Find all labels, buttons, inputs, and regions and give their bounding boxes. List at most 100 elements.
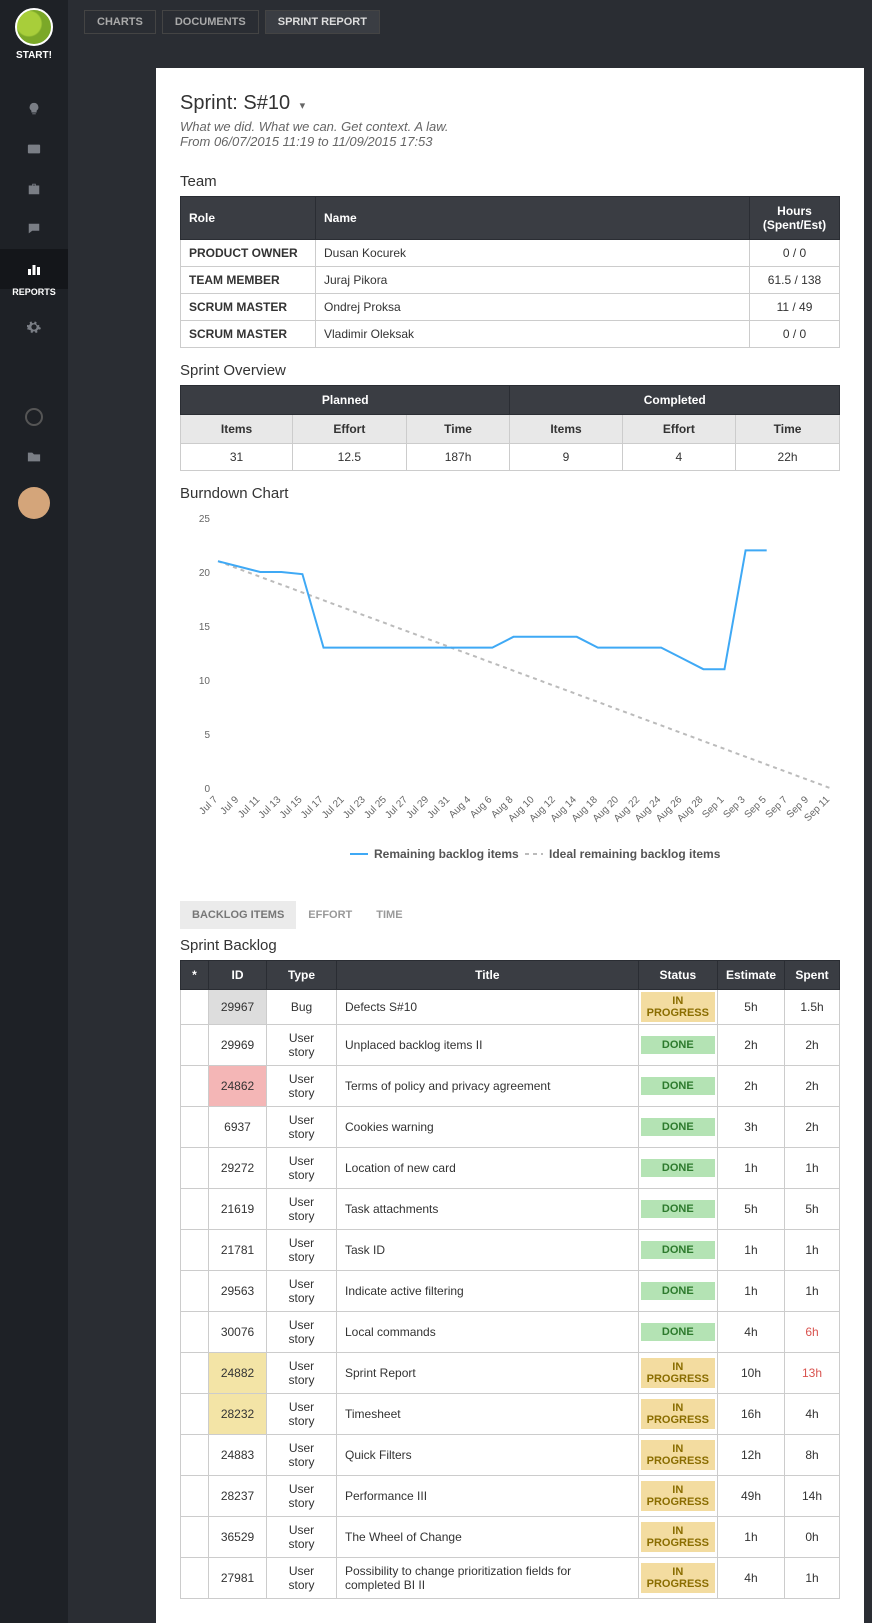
backlog-row[interactable]: 36529 User story The Wheel of Change IN … bbox=[181, 1517, 840, 1558]
val-peffort: 12.5 bbox=[293, 444, 407, 471]
svg-text:Aug 6: Aug 6 bbox=[468, 794, 495, 821]
sprint-subtitle: What we did. What we can. Get context. A… bbox=[180, 119, 840, 134]
backlog-tab[interactable]: EFFORT bbox=[296, 901, 364, 929]
overview-table: Planned Completed Items Effort Time Item… bbox=[180, 385, 840, 471]
svg-text:Jul 29: Jul 29 bbox=[405, 794, 432, 821]
svg-text:20: 20 bbox=[199, 568, 211, 579]
col-status: Status bbox=[638, 961, 717, 990]
col-hours: Hours (Spent/Est) bbox=[750, 197, 840, 240]
col-items-p: Items bbox=[181, 415, 293, 444]
col-spent: Spent bbox=[785, 961, 840, 990]
top-tab[interactable]: DOCUMENTS bbox=[162, 10, 259, 34]
col-time-c: Time bbox=[736, 415, 840, 444]
backlog-row[interactable]: 28237 User story Performance III IN PROG… bbox=[181, 1476, 840, 1517]
report-content: Sprint: S#10 ▾ What we did. What we can.… bbox=[156, 68, 864, 1623]
backlog-row[interactable]: 27981 User story Possibility to change p… bbox=[181, 1558, 840, 1599]
backlog-row[interactable]: 6937 User story Cookies warning DONE 3h … bbox=[181, 1107, 840, 1148]
backlog-row[interactable]: 21619 User story Task attachments DONE 5… bbox=[181, 1189, 840, 1230]
svg-text:Sep 3: Sep 3 bbox=[721, 794, 748, 821]
backlog-tabs: BACKLOG ITEMSEFFORTTIME bbox=[180, 881, 840, 929]
avatar[interactable] bbox=[18, 487, 50, 519]
chart-svg: 0510152025Jul 7Jul 9Jul 11Jul 13Jul 15Ju… bbox=[180, 508, 840, 868]
svg-text:0: 0 bbox=[204, 784, 210, 795]
svg-text:Sep 5: Sep 5 bbox=[743, 794, 770, 821]
svg-text:Sep 7: Sep 7 bbox=[764, 794, 791, 821]
reports-icon[interactable] bbox=[0, 249, 68, 289]
sidebar: START! REPORTS bbox=[0, 0, 68, 1623]
gear-icon[interactable] bbox=[0, 307, 68, 347]
completed-header: Completed bbox=[510, 386, 840, 415]
val-ctime: 22h bbox=[736, 444, 840, 471]
ring-icon[interactable] bbox=[0, 397, 68, 437]
team-heading: Team bbox=[180, 173, 840, 190]
backlog-row[interactable]: 29967 Bug Defects S#10 IN PROGRESS 5h 1.… bbox=[181, 990, 840, 1025]
caret-down-icon: ▾ bbox=[300, 100, 306, 112]
val-ceffort: 4 bbox=[622, 444, 736, 471]
svg-text:Sep 1: Sep 1 bbox=[700, 794, 727, 821]
top-tab[interactable]: CHARTS bbox=[84, 10, 156, 34]
val-citems: 9 bbox=[510, 444, 622, 471]
sprint-title-text: Sprint: S#10 bbox=[180, 92, 290, 114]
col-effort-c: Effort bbox=[622, 415, 736, 444]
sprint-title[interactable]: Sprint: S#10 ▾ bbox=[180, 92, 840, 115]
planned-header: Planned bbox=[181, 386, 510, 415]
svg-text:Jul 17: Jul 17 bbox=[299, 794, 326, 821]
team-row: PRODUCT OWNERDusan Kocurek0 / 0 bbox=[181, 240, 840, 267]
svg-text:Jul 13: Jul 13 bbox=[257, 794, 284, 821]
val-pitems: 31 bbox=[181, 444, 293, 471]
col-items-c: Items bbox=[510, 415, 622, 444]
top-tab[interactable]: SPRINT REPORT bbox=[265, 10, 380, 34]
team-table: Role Name Hours (Spent/Est) PRODUCT OWNE… bbox=[180, 196, 840, 348]
backlog-row[interactable]: 28232 User story Timesheet IN PROGRESS 1… bbox=[181, 1394, 840, 1435]
sprint-dates: From 06/07/2015 11:19 to 11/09/2015 17:5… bbox=[180, 134, 840, 149]
col-est: Estimate bbox=[717, 961, 784, 990]
svg-text:Jul 31: Jul 31 bbox=[426, 794, 453, 821]
svg-text:Jul 7: Jul 7 bbox=[197, 794, 220, 817]
svg-text:Jul 21: Jul 21 bbox=[320, 794, 347, 821]
col-type: Type bbox=[267, 961, 337, 990]
top-tabs: CHARTSDOCUMENTSSPRINT REPORT bbox=[68, 0, 872, 44]
val-ptime: 187h bbox=[406, 444, 510, 471]
col-effort-p: Effort bbox=[293, 415, 407, 444]
lightbulb-icon[interactable] bbox=[0, 89, 68, 129]
backlog-tab[interactable]: BACKLOG ITEMS bbox=[180, 901, 296, 929]
svg-text:Jul 27: Jul 27 bbox=[383, 794, 410, 821]
app-logo[interactable] bbox=[15, 8, 53, 46]
start-label[interactable]: START! bbox=[16, 50, 52, 61]
backlog-row[interactable]: 21781 User story Task ID DONE 1h 1h bbox=[181, 1230, 840, 1271]
svg-text:10: 10 bbox=[199, 676, 211, 687]
col-role: Role bbox=[181, 197, 316, 240]
backlog-table: * ID Type Title Status Estimate Spent 29… bbox=[180, 960, 840, 1599]
backlog-row[interactable]: 29969 User story Unplaced backlog items … bbox=[181, 1025, 840, 1066]
col-time-p: Time bbox=[406, 415, 510, 444]
burndown-chart: 0510152025Jul 7Jul 9Jul 11Jul 13Jul 15Ju… bbox=[180, 508, 840, 871]
svg-text:Jul 25: Jul 25 bbox=[362, 794, 389, 821]
backlog-row[interactable]: 29563 User story Indicate active filteri… bbox=[181, 1271, 840, 1312]
backlog-tab[interactable]: TIME bbox=[364, 901, 414, 929]
folder-icon[interactable] bbox=[0, 437, 68, 477]
overview-heading: Sprint Overview bbox=[180, 362, 840, 379]
col-id: ID bbox=[209, 961, 267, 990]
backlog-row[interactable]: 30076 User story Local commands DONE 4h … bbox=[181, 1312, 840, 1353]
svg-text:Jul 23: Jul 23 bbox=[341, 794, 368, 821]
svg-text:15: 15 bbox=[199, 622, 211, 633]
backlog-row[interactable]: 24883 User story Quick Filters IN PROGRE… bbox=[181, 1435, 840, 1476]
chat-icon[interactable] bbox=[0, 209, 68, 249]
col-star: * bbox=[181, 961, 209, 990]
card-icon[interactable] bbox=[0, 129, 68, 169]
svg-text:Jul 15: Jul 15 bbox=[278, 794, 305, 821]
team-row: TEAM MEMBERJuraj Pikora61.5 / 138 bbox=[181, 267, 840, 294]
svg-text:Ideal remaining backlog items: Ideal remaining backlog items bbox=[549, 847, 721, 861]
backlog-row[interactable]: 29272 User story Location of new card DO… bbox=[181, 1148, 840, 1189]
chart-heading: Burndown Chart bbox=[180, 485, 840, 502]
svg-text:Remaining backlog items: Remaining backlog items bbox=[374, 847, 519, 861]
backlog-row[interactable]: 24862 User story Terms of policy and pri… bbox=[181, 1066, 840, 1107]
col-title: Title bbox=[337, 961, 639, 990]
backlog-heading: Sprint Backlog bbox=[180, 937, 840, 954]
team-row: SCRUM MASTERVladimir Oleksak0 / 0 bbox=[181, 321, 840, 348]
backlog-row[interactable]: 24882 User story Sprint Report IN PROGRE… bbox=[181, 1353, 840, 1394]
svg-text:25: 25 bbox=[199, 514, 211, 525]
team-row: SCRUM MASTEROndrej Proksa11 / 49 bbox=[181, 294, 840, 321]
briefcase-icon[interactable] bbox=[0, 169, 68, 209]
col-name: Name bbox=[316, 197, 750, 240]
